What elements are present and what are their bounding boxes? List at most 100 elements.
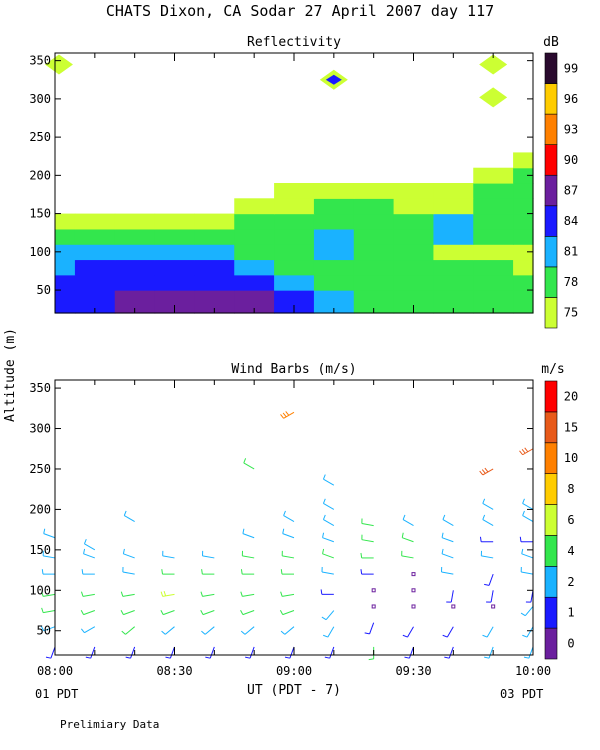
y-tick-label: 200 <box>29 168 51 182</box>
reflectivity-cell <box>473 259 514 276</box>
reflectivity-cell <box>433 259 474 276</box>
reflectivity-cell <box>154 228 196 245</box>
reflectivity-cell <box>114 274 156 291</box>
wind-barb <box>42 550 56 559</box>
reflectivity-cell <box>393 290 435 314</box>
wind-barb <box>85 646 96 659</box>
wind-barb <box>361 518 374 527</box>
colorbar-tick-label: 0 <box>567 637 574 651</box>
y-tick-label: 300 <box>29 422 51 436</box>
y-tick-label: 150 <box>29 207 51 221</box>
wind-colorbar: 0 1 2 4 6 8 10 15 20 <box>544 380 578 660</box>
y-tick-label: 350 <box>29 54 51 68</box>
reflectivity-cell <box>55 244 76 261</box>
x-tick-label: 10:00 <box>515 664 551 678</box>
wind-barb <box>479 467 494 476</box>
reflectivity-cell <box>313 228 355 245</box>
colorbar-tick-label: 75 <box>564 306 578 320</box>
reflectivity-cell <box>313 259 355 276</box>
reflectivity-cell <box>274 213 315 230</box>
reflectivity-cell <box>513 183 534 199</box>
colorbar-swatch <box>544 144 558 176</box>
reflectivity-cell <box>74 274 116 291</box>
wind-barb <box>442 626 454 638</box>
reflectivity-cell <box>274 183 315 199</box>
wind-barb <box>480 550 494 559</box>
colorbar-swatch <box>544 411 558 444</box>
colorbar-tick-label: 87 <box>564 184 578 198</box>
x-end-note: 03 PDT <box>500 687 543 701</box>
reflectivity-cell <box>313 274 355 291</box>
reflectivity-cell <box>313 198 355 215</box>
wind-barb <box>401 550 414 559</box>
reflectivity-cell <box>513 152 534 169</box>
colorbar-tick-label: 8 <box>567 482 574 496</box>
wind-barb <box>122 548 135 559</box>
wind-barb <box>482 498 494 510</box>
reflectivity-cell <box>274 290 315 314</box>
wind-barb <box>240 591 255 597</box>
reflectivity-cell <box>74 259 116 276</box>
reflectivity-cell <box>433 244 474 261</box>
reflectivity-cell <box>313 244 355 261</box>
wind-barb-calm <box>411 604 416 609</box>
reflectivity-title: Reflectivity <box>247 35 341 50</box>
wind-barb <box>240 569 255 575</box>
wind-barb <box>120 609 135 616</box>
reflectivity-cell <box>313 183 355 199</box>
reflectivity-cell <box>55 213 76 230</box>
wind-barb <box>200 609 215 616</box>
wind-barb <box>240 626 255 635</box>
wind-barb <box>205 646 215 659</box>
colorbar-tick-label: 96 <box>564 92 578 106</box>
reflectivity-cell <box>393 259 435 276</box>
colorbar-tick-label: 84 <box>564 214 578 228</box>
reflectivity-cell <box>513 274 534 291</box>
wind-barb <box>321 610 335 621</box>
y-tick-label: 150 <box>29 543 51 557</box>
reflectivity-cell <box>393 274 435 291</box>
wind-barb <box>120 591 135 597</box>
colorbar-swatch <box>544 205 558 237</box>
reflectivity-cell <box>74 290 116 314</box>
colorbar-tick-label: 10 <box>564 451 578 465</box>
colorbar-tick-label: 78 <box>564 275 578 289</box>
wind-barb <box>43 528 56 539</box>
wind-barb <box>202 550 215 559</box>
reflectivity-cell <box>393 244 435 261</box>
reflectivity-patch <box>479 87 508 108</box>
wind-title: Wind Barbs (m/s) <box>231 362 356 377</box>
wind-barb <box>41 607 56 614</box>
reflectivity-cell <box>353 274 395 291</box>
reflectivity-cell <box>393 198 435 215</box>
reflectivity-cell <box>513 290 534 314</box>
reflectivity-cell <box>473 167 514 184</box>
colorbar-swatch <box>544 297 558 329</box>
wind-barb <box>242 528 255 539</box>
reflectivity-cell <box>353 198 395 215</box>
wind-barb <box>522 498 534 510</box>
wind-barb <box>280 569 294 575</box>
colorbar-tick-label: 93 <box>564 122 578 136</box>
figure-title: CHATS Dixon, CA Sodar 27 April 2007 day … <box>106 2 494 20</box>
wind-barb <box>446 590 454 603</box>
colorbar-swatch <box>544 473 558 505</box>
footnote: Prelimiary Data <box>60 718 159 731</box>
wind-barb <box>444 646 454 659</box>
wind-barb <box>283 510 295 522</box>
wind-barb <box>280 411 295 419</box>
reflectivity-axes: 50 100 150 200 250 300 350 <box>29 53 534 313</box>
wind-barb <box>324 646 335 659</box>
reflectivity-cell <box>353 259 395 276</box>
colorbar-swatch <box>544 380 558 413</box>
reflectivity-cell <box>154 213 196 230</box>
wind-barb <box>80 591 95 597</box>
y-tick-label: 250 <box>29 462 51 476</box>
wind-barb <box>368 646 375 661</box>
reflectivity-cell <box>353 290 395 314</box>
reflectivity-cell <box>114 259 156 276</box>
wind-barb <box>282 528 295 539</box>
reflectivity-cell <box>513 244 534 261</box>
